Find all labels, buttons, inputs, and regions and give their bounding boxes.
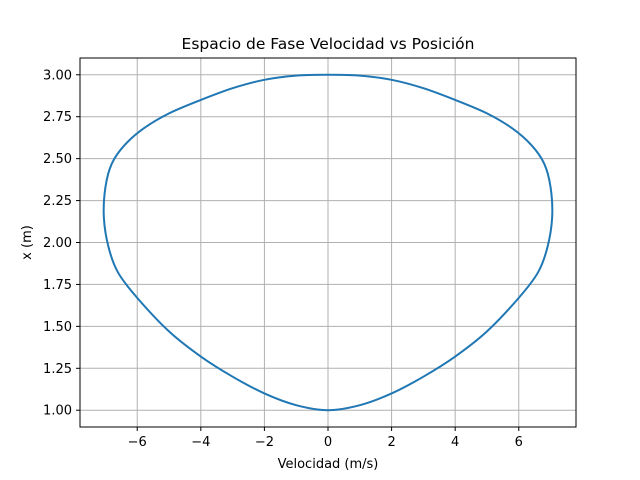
y-tick-label: 3.00 <box>43 68 72 83</box>
grid-layer <box>80 58 576 427</box>
chart-title: Espacio de Fase Velocidad vs Posición <box>182 35 475 53</box>
y-tick-label: 2.00 <box>43 236 72 251</box>
y-axis-label: x (m) <box>20 225 35 260</box>
tick-layer: −6 −4 −2 0 2 4 6 1.00 1.25 1.50 1.75 2.00 2.25 2.50 2.… <box>43 68 523 450</box>
x-tick-label: 0 <box>324 435 332 450</box>
y-tick-label: 1.50 <box>43 320 72 335</box>
series-layer <box>102 73 554 412</box>
y-tick-label: 2.25 <box>43 194 72 209</box>
x-tick-label: 4 <box>451 435 459 450</box>
y-tick-label: 1.25 <box>43 362 72 377</box>
y-tick-label: 2.75 <box>43 110 72 125</box>
x-tick-label: −6 <box>128 435 147 450</box>
x-tick-label: −2 <box>255 435 274 450</box>
x-tick-label: 6 <box>515 435 523 450</box>
x-tick-label: 2 <box>387 435 395 450</box>
series-line <box>102 73 554 412</box>
x-axis-label: Velocidad (m/s) <box>278 457 379 472</box>
y-tick-label: 1.75 <box>43 278 72 293</box>
y-tick-label: 1.00 <box>43 404 72 419</box>
y-tick-label: 2.50 <box>43 152 72 167</box>
x-tick-label: −4 <box>191 435 210 450</box>
